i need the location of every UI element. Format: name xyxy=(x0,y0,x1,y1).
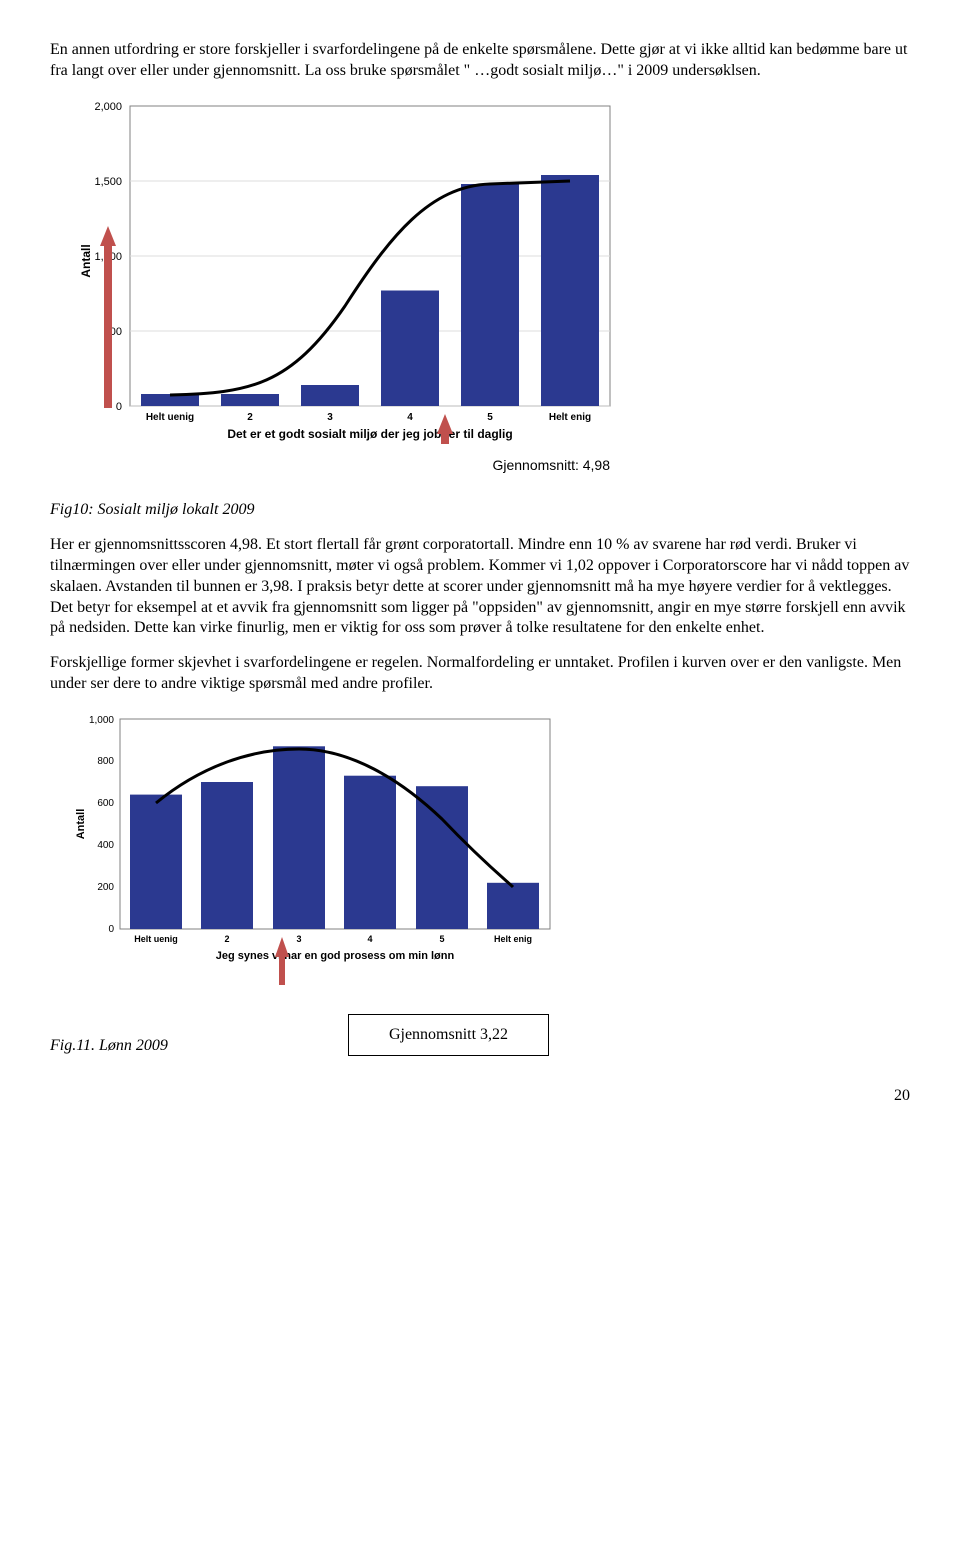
paragraph-2: Her er gjennomsnittsscoren 4,98. Et stor… xyxy=(50,535,910,639)
xcat-1: 2 xyxy=(247,412,253,423)
c2-ytick-2: 400 xyxy=(97,840,114,851)
xcat-5: Helt enig xyxy=(549,412,591,423)
xcat-4: 5 xyxy=(487,412,493,423)
fig11-caption: Fig.11. Lønn 2009 xyxy=(50,1036,168,1057)
c2-ytick-3: 600 xyxy=(97,798,114,809)
chart2-svg: 0 200 400 600 800 1,000 Antall Helt ueni… xyxy=(50,709,580,989)
c2-xcat-3: 4 xyxy=(367,934,372,944)
chart2-ylabel: Antall xyxy=(75,808,87,839)
xcat-0: Helt uenig xyxy=(146,412,194,423)
avg-box: Gjennomsnitt 3,22 xyxy=(348,1014,549,1057)
paragraph-1: En annen utfordring er store forskjeller… xyxy=(50,40,910,82)
chart1-svg: 0 500 1,000 1,500 2,000 Antall Helt ueni… xyxy=(50,96,650,476)
fig10-caption: Fig10: Sosialt miljø lokalt 2009 xyxy=(50,500,910,521)
chart1-ylabel: Antall xyxy=(79,244,93,277)
ytick-4: 2,000 xyxy=(94,101,122,113)
c2-ytick-5: 1,000 xyxy=(89,715,114,726)
chart1-avg: Gjennomsnitt: 4,98 xyxy=(492,457,610,473)
c2-xcat-0: Helt uenig xyxy=(134,934,178,944)
c2-xcat-5: Helt enig xyxy=(494,934,532,944)
page-number: 20 xyxy=(50,1086,910,1107)
chart-fig10: 0 500 1,000 1,500 2,000 Antall Helt ueni… xyxy=(50,96,910,483)
paragraph-3: Forskjellige former skjevhet i svarforde… xyxy=(50,653,910,695)
chart2-xlabel: Jeg synes vi har en god prosess om min l… xyxy=(216,950,455,962)
c2-ytick-4: 800 xyxy=(97,756,114,767)
c2-xcat-2: 3 xyxy=(296,934,301,944)
xcat-3: 4 xyxy=(407,412,413,423)
c2-ytick-1: 200 xyxy=(97,882,114,893)
c2-xcat-1: 2 xyxy=(224,934,229,944)
c2-xcat-4: 5 xyxy=(439,934,444,944)
ytick-3: 1,500 xyxy=(94,176,122,188)
c2-ytick-0: 0 xyxy=(108,924,114,935)
ytick-0: 0 xyxy=(116,401,122,413)
chart-fig11: 0 200 400 600 800 1,000 Antall Helt ueni… xyxy=(50,709,910,996)
chart1-xlabel: Det er et godt sosialt miljø der jeg job… xyxy=(227,427,512,441)
xcat-2: 3 xyxy=(327,412,333,423)
